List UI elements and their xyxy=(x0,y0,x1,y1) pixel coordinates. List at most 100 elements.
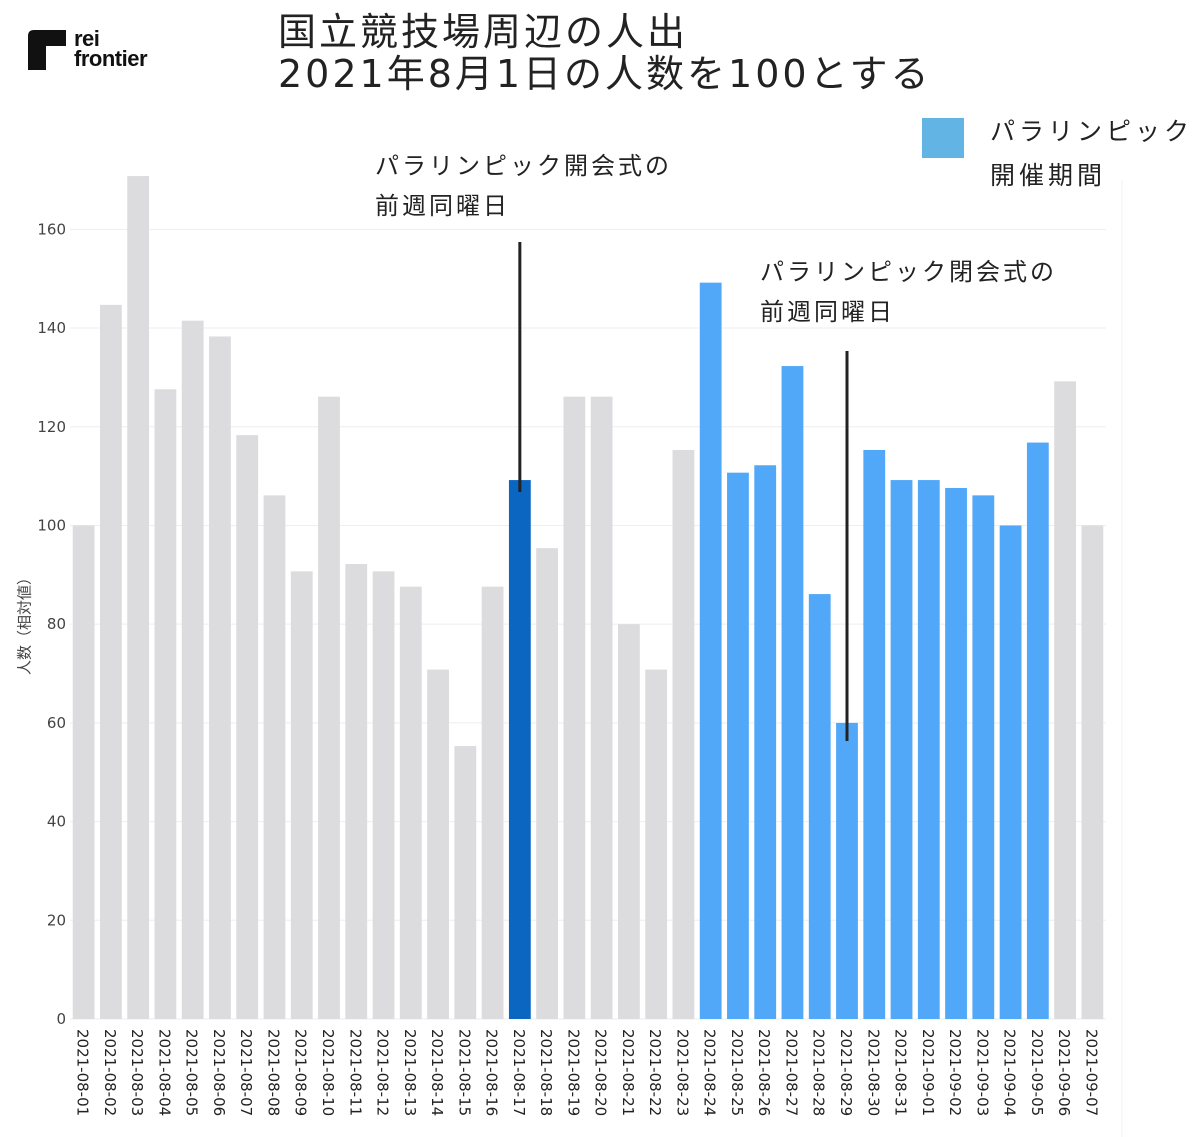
x-tick-label: 2021-08-07 xyxy=(237,1029,255,1116)
x-tick-label: 2021-08-17 xyxy=(510,1029,528,1116)
rei-frontier-logo: rei frontier xyxy=(24,26,174,76)
y-tick-label: 0 xyxy=(56,1010,66,1028)
x-tick-label: 2021-08-14 xyxy=(428,1029,446,1116)
x-tick-label: 2021-08-03 xyxy=(128,1029,146,1116)
logo-word-2: frontier xyxy=(74,46,148,71)
bar-2021-08-07 xyxy=(236,435,259,1020)
x-tick-label: 2021-09-05 xyxy=(1028,1029,1046,1116)
x-tick-label: 2021-08-15 xyxy=(455,1029,473,1116)
x-tick-label: 2021-08-30 xyxy=(864,1029,882,1116)
bar-2021-09-04 xyxy=(999,525,1022,1019)
bar-2021-08-25 xyxy=(727,472,749,1019)
x-tick-label: 2021-08-24 xyxy=(701,1029,719,1116)
logo-word-1: rei xyxy=(74,26,100,51)
bar-2021-08-19 xyxy=(563,396,586,1019)
y-tick-label: 40 xyxy=(47,813,66,831)
bar-2021-08-18 xyxy=(536,548,559,1019)
bar-2021-09-07 xyxy=(1081,525,1104,1019)
y-tick-label: 80 xyxy=(47,615,66,633)
bar-2021-08-31 xyxy=(890,480,913,1019)
bar-2021-08-17 xyxy=(508,480,531,1019)
legend-label: パラリンピック 開催期間 xyxy=(990,110,1193,198)
bar-2021-08-26 xyxy=(754,465,777,1019)
y-tick-label: 140 xyxy=(37,319,66,337)
x-tick-label: 2021-09-07 xyxy=(1082,1029,1100,1116)
bar-2021-08-20 xyxy=(590,396,613,1019)
x-tick-label: 2021-08-02 xyxy=(101,1029,119,1116)
bar-2021-08-11 xyxy=(345,563,368,1019)
y-tick-label: 20 xyxy=(47,911,66,929)
bar-2021-08-03 xyxy=(127,176,150,1019)
x-tick-label: 2021-09-04 xyxy=(1001,1029,1019,1116)
bar-2021-08-02 xyxy=(99,304,122,1020)
x-tick-label: 2021-08-12 xyxy=(374,1029,392,1116)
annotation-closing: パラリンピック閉会式の 前週同曜日 xyxy=(760,252,1057,332)
x-tick-label: 2021-08-23 xyxy=(673,1029,691,1116)
bar-2021-08-16 xyxy=(481,586,504,1019)
x-tick-label: 2021-08-25 xyxy=(728,1029,746,1116)
bar-2021-08-06 xyxy=(209,336,231,1019)
x-tick-label: 2021-08-28 xyxy=(810,1029,828,1116)
bar-2021-08-08 xyxy=(263,495,286,1019)
y-tick-label: 160 xyxy=(37,220,66,238)
bar-2021-08-27 xyxy=(781,366,804,1020)
legend-label-line-2: 開催期間 xyxy=(990,161,1107,190)
bar-2021-08-29 xyxy=(836,722,858,1019)
bar-2021-08-10 xyxy=(318,396,340,1019)
bar-2021-08-14 xyxy=(427,669,449,1019)
x-tick-label: 2021-08-10 xyxy=(319,1029,337,1116)
x-tick-label: 2021-08-22 xyxy=(646,1029,664,1116)
annotation-closing-line-1: パラリンピック閉会式の xyxy=(760,258,1057,286)
bar-2021-09-02 xyxy=(945,487,967,1019)
x-tick-label: 2021-09-01 xyxy=(919,1029,937,1116)
annotation-closing-line-2: 前週同曜日 xyxy=(760,298,895,326)
x-tick-label: 2021-09-03 xyxy=(973,1029,991,1116)
y-tick-label: 60 xyxy=(47,714,66,732)
x-tick-label: 2021-08-13 xyxy=(401,1029,419,1116)
bar-2021-08-01 xyxy=(72,525,95,1019)
x-tick-label: 2021-08-20 xyxy=(592,1029,610,1116)
x-tick-label: 2021-08-01 xyxy=(74,1029,92,1116)
bar-2021-08-23 xyxy=(672,449,695,1020)
x-tick-label: 2021-08-21 xyxy=(619,1029,637,1116)
bar-2021-09-03 xyxy=(972,495,995,1019)
y-tick-label: 120 xyxy=(37,418,66,436)
bar-2021-08-04 xyxy=(154,389,177,1019)
bar-2021-08-13 xyxy=(399,586,422,1019)
x-tick-label: 2021-08-16 xyxy=(483,1029,501,1116)
bar-2021-08-30 xyxy=(863,449,886,1020)
annotation-opening-line-1: パラリンピック開会式の xyxy=(375,152,672,180)
bar-2021-08-22 xyxy=(645,669,668,1019)
chart-title-line-2: 2021年8月1日の人数を100とする xyxy=(278,52,932,96)
legend-label-line-1: パラリンピック xyxy=(990,117,1194,146)
x-tick-label: 2021-08-06 xyxy=(210,1029,228,1116)
bar-2021-08-05 xyxy=(181,320,204,1019)
logo-mark-icon xyxy=(28,30,66,70)
x-tick-label: 2021-08-27 xyxy=(782,1029,800,1116)
bar-2021-09-05 xyxy=(1026,442,1049,1020)
x-tick-label: 2021-08-19 xyxy=(564,1029,582,1116)
bar-2021-09-06 xyxy=(1054,381,1077,1019)
x-tick-label: 2021-08-18 xyxy=(537,1029,555,1116)
bar-2021-09-01 xyxy=(917,480,940,1019)
bar-2021-08-28 xyxy=(808,594,831,1019)
legend-swatch-paralympic xyxy=(922,118,964,158)
bar-2021-08-09 xyxy=(290,571,313,1019)
chart-title-line-1: 国立競技場周辺の人出 xyxy=(278,10,689,54)
x-tick-label: 2021-08-08 xyxy=(264,1029,282,1116)
x-tick-label: 2021-08-29 xyxy=(837,1029,855,1116)
annotation-opening: パラリンピック開会式の 前週同曜日 xyxy=(375,146,672,226)
x-tick-label: 2021-09-02 xyxy=(946,1029,964,1116)
x-tick-label: 2021-08-04 xyxy=(155,1029,173,1116)
bar-2021-08-12 xyxy=(372,571,395,1019)
x-tick-label: 2021-09-06 xyxy=(1055,1029,1073,1116)
x-tick-label: 2021-08-09 xyxy=(292,1029,310,1116)
y-tick-label: 100 xyxy=(37,516,66,534)
bar-2021-08-24 xyxy=(699,282,722,1019)
annotation-opening-line-2: 前週同曜日 xyxy=(375,192,510,220)
bar-2021-08-21 xyxy=(617,624,640,1019)
x-tick-label: 2021-08-05 xyxy=(183,1029,201,1116)
x-tick-label: 2021-08-26 xyxy=(755,1029,773,1116)
x-tick-label: 2021-08-11 xyxy=(346,1029,364,1116)
